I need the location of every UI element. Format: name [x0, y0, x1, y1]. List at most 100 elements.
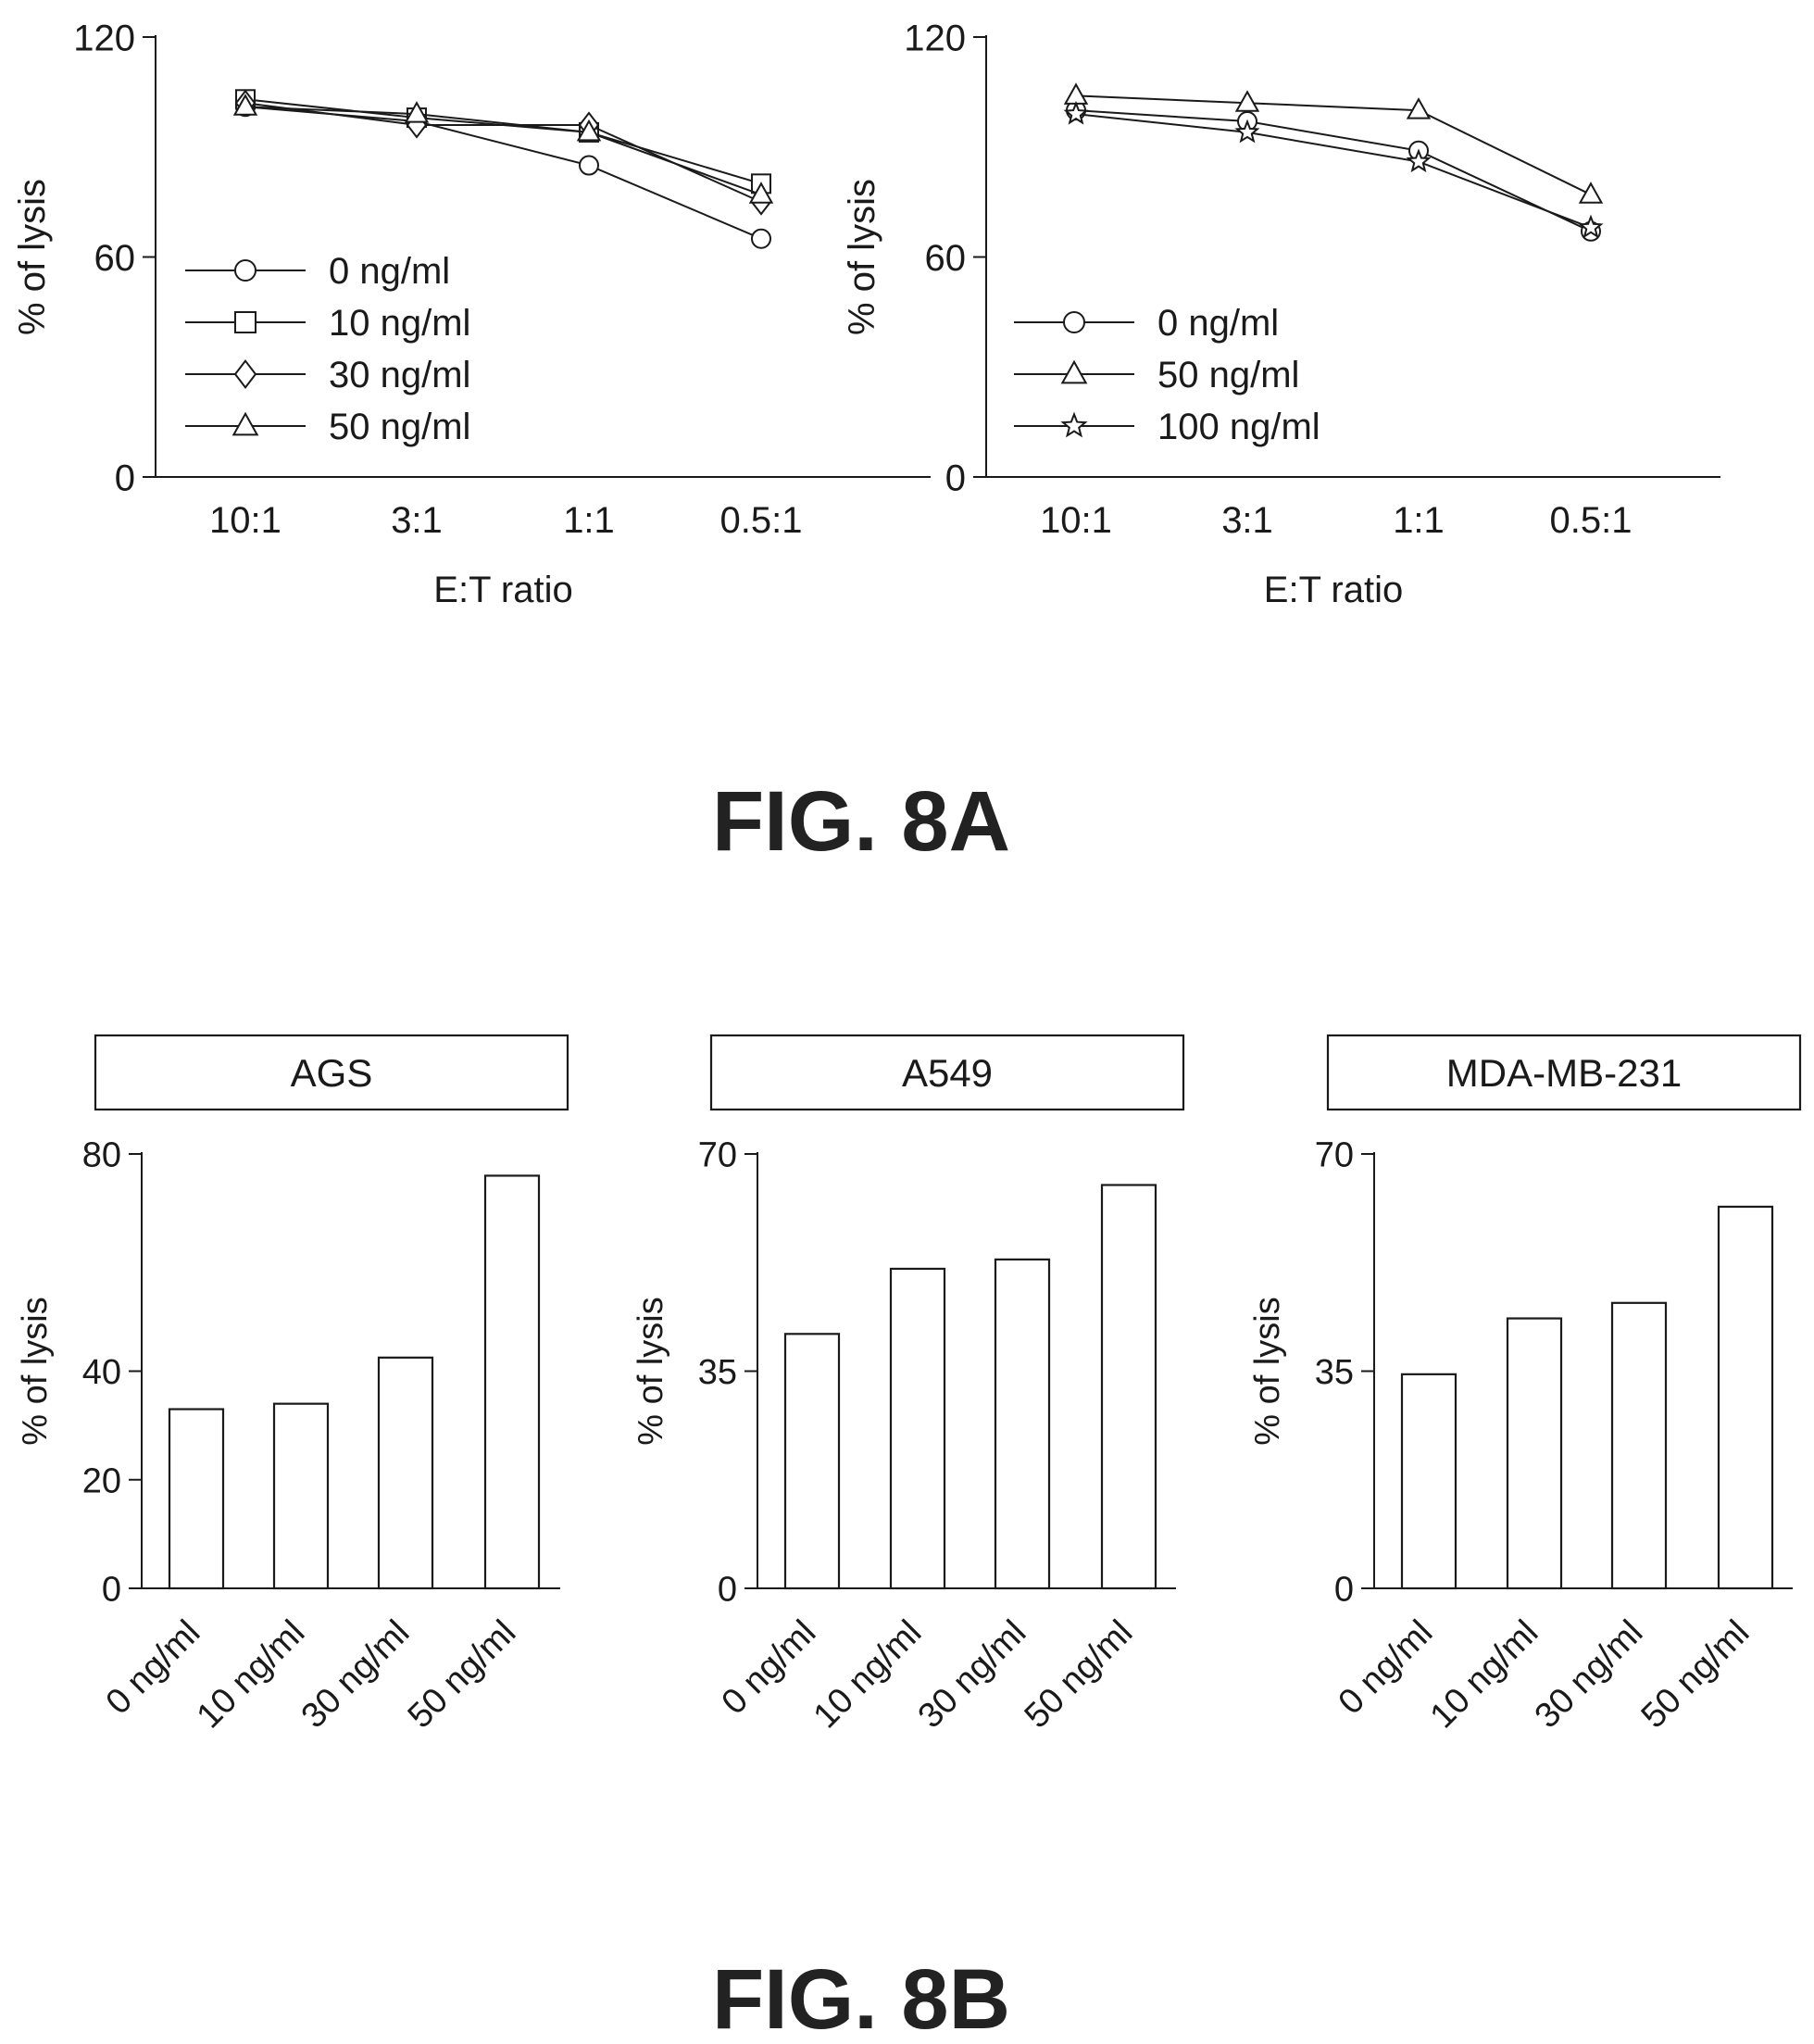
x-tick-label: 1:1: [563, 500, 615, 541]
bar: [377, 1356, 434, 1590]
series-0-ng-ml: [235, 96, 771, 249]
figure-label-8b: FIG. 8B: [712, 1952, 1010, 2044]
legend-marker-star: [1060, 411, 1088, 438]
series-line: [244, 98, 762, 185]
y-tick-label: 0: [115, 458, 135, 498]
x-tick-label: 3:1: [391, 500, 443, 541]
data-point-triangle: [1063, 82, 1089, 105]
y-tick-label: 0: [1334, 1571, 1354, 1610]
data-point-triangle: [1406, 97, 1432, 119]
bar: [889, 1267, 946, 1590]
series-line: [1075, 113, 1592, 229]
legend-marker-triangle: [231, 411, 259, 436]
legend-entry: 50 ng/ml: [1014, 355, 1299, 395]
data-point-triangle: [232, 94, 258, 116]
y-tick-label: 40: [82, 1353, 121, 1392]
y-tick-label: 80: [82, 1136, 121, 1175]
y-tick-label: 0: [945, 458, 966, 498]
series-line: [1075, 94, 1592, 196]
x-tick-label: 10:1: [209, 500, 281, 541]
x-tick-label: 10 ng/ml: [190, 1613, 313, 1737]
x-tick-label: 50 ng/ml: [1018, 1613, 1141, 1737]
bar: [1717, 1205, 1774, 1590]
series-10-ng-ml: [235, 89, 771, 194]
x-axis-label: E:T ratio: [433, 570, 572, 610]
data-point-star: [1234, 119, 1260, 144]
legend-marker-diamond: [233, 359, 257, 389]
x-tick-label: 10 ng/ml: [807, 1613, 930, 1737]
panel-title: AGS: [291, 1051, 373, 1095]
legend-label: 0 ng/ml: [1157, 303, 1279, 344]
bar: [1506, 1317, 1563, 1590]
x-tick-label: 30 ng/ml: [294, 1613, 418, 1737]
panel-title-box: [709, 1034, 1185, 1111]
legend-label: 10 ng/ml: [329, 303, 470, 344]
y-tick-label: 20: [82, 1461, 121, 1500]
y-tick-label: 0: [102, 1571, 121, 1610]
y-tick-label: 0: [718, 1571, 737, 1610]
bar: [1610, 1301, 1668, 1590]
data-point-star: [1406, 148, 1432, 173]
y-tick-label: 35: [698, 1353, 737, 1392]
y-axis-label: % of lysis: [842, 179, 882, 335]
data-point-triangle: [404, 101, 430, 123]
legend-marker-square: [234, 311, 256, 333]
y-tick-label: 70: [698, 1136, 737, 1175]
legend-entry: 50 ng/ml: [185, 407, 470, 447]
data-point-triangle: [1578, 182, 1604, 204]
x-tick-label: 0 ng/ml: [1332, 1613, 1441, 1723]
bar: [1100, 1184, 1157, 1590]
panel-title-box: [1326, 1034, 1802, 1111]
y-axis-label: % of lysis: [1248, 1297, 1287, 1445]
y-axis-label: % of lysis: [16, 1297, 55, 1445]
legend-label: 50 ng/ml: [1157, 355, 1299, 395]
y-tick-label: 60: [94, 238, 136, 279]
x-tick-label: 1:1: [1393, 500, 1445, 541]
y-tick-label: 70: [1315, 1136, 1354, 1175]
data-point-triangle: [576, 119, 602, 142]
x-tick-label: 3:1: [1221, 500, 1273, 541]
x-tick-label: 30 ng/ml: [1528, 1613, 1651, 1737]
charts-layer: 0 60 120 % of lysis 10:1 3:1 1:1 0.5:1 E:T ratio…: [12, 18, 1802, 1737]
legend-entry: 10 ng/ml: [185, 303, 470, 344]
data-point-circle: [751, 228, 771, 249]
x-tick-label: 0 ng/ml: [715, 1613, 824, 1723]
data-point-circle: [579, 155, 599, 176]
legend-marker-triangle: [1060, 359, 1088, 384]
legend-entry: 30 ng/ml: [185, 355, 470, 395]
x-axis-label: E:T ratio: [1264, 570, 1403, 610]
legend-marker-circle: [1063, 311, 1085, 333]
bar: [1400, 1373, 1457, 1590]
bar: [483, 1174, 541, 1590]
data-point-triangle: [1234, 90, 1260, 112]
x-tick-label: 50 ng/ml: [1634, 1613, 1758, 1737]
y-axis-label: % of lysis: [632, 1297, 670, 1445]
bar: [783, 1333, 841, 1590]
data-point-triangle: [748, 182, 774, 204]
data-point-star: [1578, 214, 1604, 239]
y-tick-label: 60: [925, 238, 967, 279]
series-line: [244, 102, 762, 204]
legend-label: 50 ng/ml: [329, 407, 470, 447]
legend-marker-circle: [234, 259, 256, 282]
x-tick-label: 50 ng/ml: [401, 1613, 524, 1737]
x-tick-label: 30 ng/ml: [911, 1613, 1034, 1737]
chart-8a-right: 0 60 120 % of lysis 10:1 3:1 1:1 0.5:1 E:T ratio…: [842, 18, 1720, 610]
x-tick-label: 0.5:1: [1550, 500, 1633, 541]
panel-title: MDA-MB-231: [1446, 1051, 1682, 1095]
x-tick-label: 10:1: [1040, 500, 1112, 541]
x-tick-label: 0.5:1: [720, 500, 803, 541]
series-50-ng-ml: [232, 94, 774, 204]
legend-entry: 0 ng/ml: [1014, 303, 1279, 344]
x-tick-label: 10 ng/ml: [1423, 1613, 1546, 1737]
legend-entry: 100 ng/ml: [1014, 407, 1320, 447]
legend-entry: 0 ng/ml: [185, 251, 450, 292]
bar: [994, 1258, 1051, 1590]
legend-label: 100 ng/ml: [1157, 407, 1320, 447]
y-tick-label: 120: [73, 18, 135, 58]
series-line: [244, 106, 762, 240]
